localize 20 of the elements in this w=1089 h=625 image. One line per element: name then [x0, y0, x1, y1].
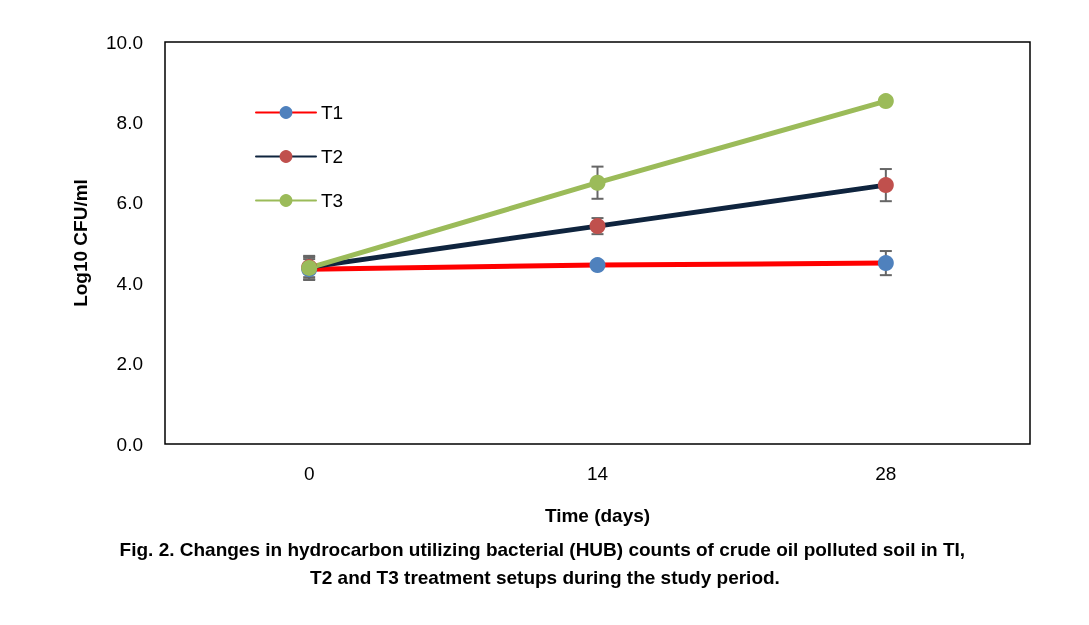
y-tick-label: 6.0 [116, 192, 143, 214]
legend-label: T3 [321, 190, 344, 211]
x-tick-label: 28 [875, 463, 897, 484]
point [589, 174, 606, 191]
y-tick-label: 8.0 [116, 111, 143, 133]
text: Fig. 2. Changes in hydrocarbon utilizing bacterial (HUB) counts of crude oil polluted soil in TI, T2 and T3 treatment setups during the study period. [119, 538, 971, 588]
y-tick-label: 0.0 [116, 433, 143, 455]
legend-label: T1 [321, 102, 344, 123]
y-tick-label: 10.0 [106, 31, 143, 53]
y-axis-title: Log10 CFU/ml [70, 179, 91, 307]
legend-label: T2 [321, 146, 344, 167]
y-tick-label: 4.0 [116, 272, 143, 294]
point [877, 177, 894, 194]
point [589, 257, 606, 274]
point [877, 255, 894, 272]
point [877, 93, 894, 110]
x-tick-label: 0 [303, 463, 315, 484]
y-tick-label: 2.0 [116, 353, 143, 375]
x-axis-title: Time (days) [544, 505, 651, 526]
x-tick-label: 14 [586, 463, 609, 484]
